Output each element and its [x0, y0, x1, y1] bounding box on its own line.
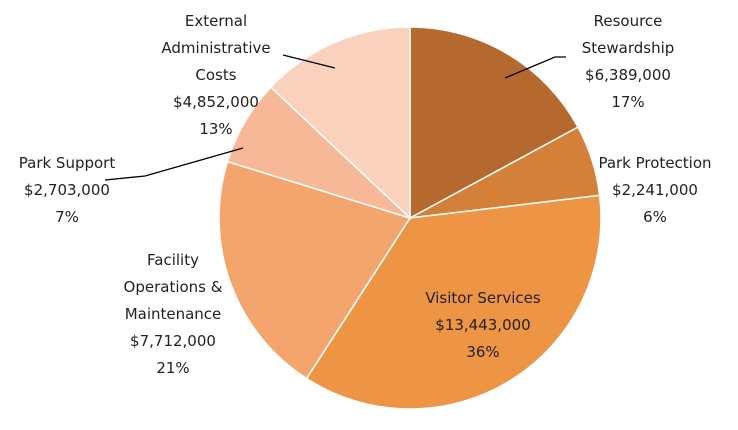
pie-slice [305, 194, 602, 410]
category-name: Park Support [18, 154, 116, 172]
pie-slice [218, 160, 412, 380]
category-name: Visitor Services [425, 289, 541, 307]
percent-label: 6% [643, 208, 667, 226]
pie-slice [409, 26, 580, 220]
value-label: $7,712,000 [130, 332, 216, 350]
leader-line [504, 56, 566, 79]
leader-line [282, 54, 336, 69]
percent-label: 17% [611, 93, 645, 111]
slice-label: Visitor Services $13,443,000 36% [403, 285, 563, 366]
category-name: Park Protection [598, 154, 712, 172]
pie-slice [269, 26, 411, 220]
percent-label: 36% [466, 343, 500, 361]
category-name: Facility Operations & Maintenance [123, 251, 223, 323]
value-label: $13,443,000 [435, 316, 531, 334]
slice-label: Resource Stewardship $6,389,000 17% [578, 8, 678, 116]
slice-label: Park Protection $2,241,000 6% [580, 150, 730, 231]
category-name: Resource Stewardship [581, 12, 675, 57]
percent-label: 13% [199, 120, 233, 138]
value-label: $4,852,000 [173, 93, 259, 111]
value-label: $2,703,000 [24, 181, 110, 199]
slice-label: Park Support $2,703,000 7% [0, 150, 137, 231]
value-label: $2,241,000 [612, 181, 698, 199]
category-name: External Administrative Costs [161, 12, 271, 84]
slice-label: External Administrative Costs $4,852,000 1… [160, 8, 272, 143]
value-label: $6,389,000 [585, 66, 671, 84]
percent-label: 7% [55, 208, 79, 226]
leader-line [104, 147, 244, 181]
percent-label: 21% [156, 359, 190, 377]
slice-label: Facility Operations & Maintenance $7,712,… [118, 247, 228, 382]
